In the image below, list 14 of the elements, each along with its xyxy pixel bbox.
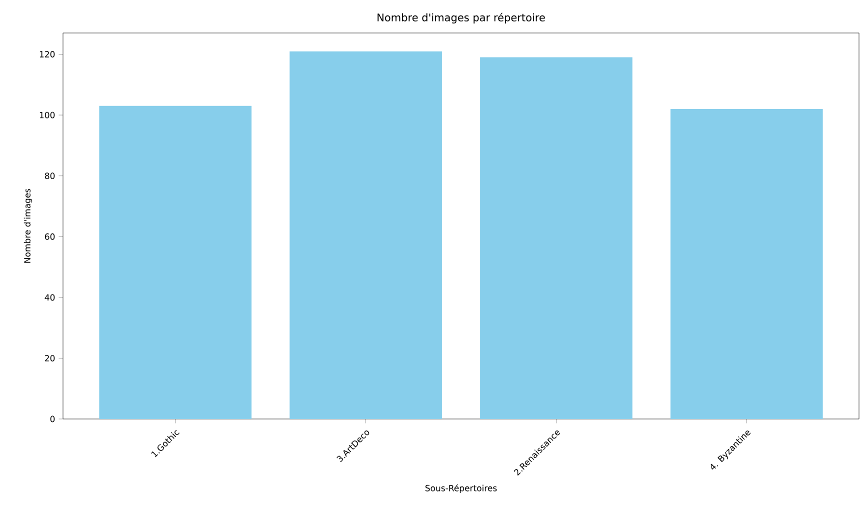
y-axis-title: Nombre d'images <box>24 188 32 263</box>
bar <box>480 57 632 419</box>
y-tick-label: 0 <box>50 416 55 422</box>
x-axis-title: Sous-Répertoires <box>425 484 497 493</box>
y-tick-label: 100 <box>40 112 55 118</box>
y-tick-label: 60 <box>44 233 55 240</box>
y-tick-label: 120 <box>40 51 55 58</box>
y-tick-label: 20 <box>45 354 55 362</box>
bar <box>290 51 442 419</box>
bar <box>99 106 252 419</box>
y-tick-label: 40 <box>44 294 55 301</box>
bar <box>670 108 823 419</box>
chart-title: Nombre d'images par répertoire <box>378 12 545 24</box>
y-tick-label: 80 <box>44 172 55 180</box>
